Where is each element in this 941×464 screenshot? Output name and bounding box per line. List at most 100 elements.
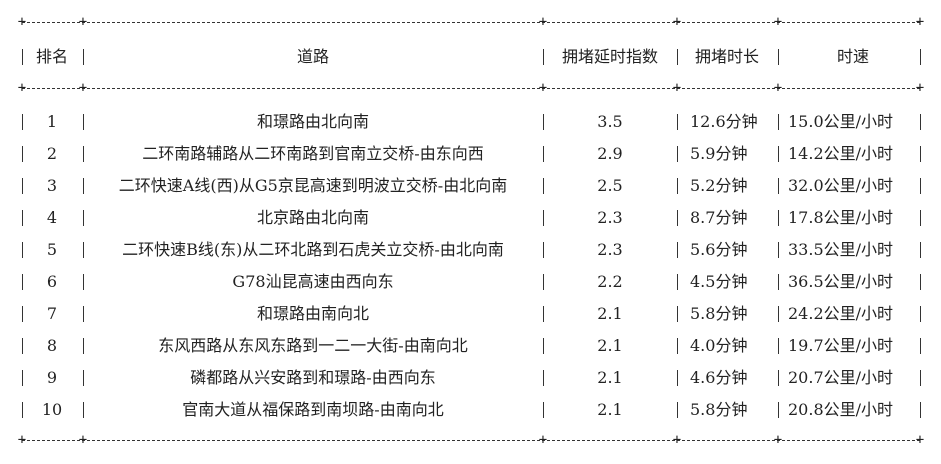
table-border-corner: + xyxy=(915,432,925,448)
cell-index: 3.5 xyxy=(597,112,623,131)
column-separator xyxy=(677,49,678,65)
column-separator xyxy=(22,49,23,65)
column-separator xyxy=(778,242,779,258)
cell-rank: 7 xyxy=(46,304,58,323)
column-separator xyxy=(22,210,23,226)
column-separator xyxy=(83,338,84,354)
cell-duration: 5.9分钟 xyxy=(690,144,748,163)
column-separator xyxy=(677,146,678,162)
column-separator xyxy=(83,274,84,290)
cell-duration: 5.6分钟 xyxy=(690,240,748,259)
table-border-corner: + xyxy=(78,14,88,30)
cell-duration: 4.5分钟 xyxy=(690,272,748,291)
cell-speed: 36.5公里/小时 xyxy=(788,272,894,291)
cell-duration: 12.6分钟 xyxy=(690,112,758,131)
cell-duration: 5.8分钟 xyxy=(690,400,748,419)
column-separator xyxy=(83,49,84,65)
cell-rank: 1 xyxy=(46,112,58,131)
table-border-corner: + xyxy=(672,80,682,96)
cell-speed: 32.0公里/小时 xyxy=(788,176,894,195)
column-separator xyxy=(920,49,921,65)
column-separator xyxy=(22,306,23,322)
cell-speed: 17.8公里/小时 xyxy=(788,208,894,227)
cell-road: 二环快速B线(东)从二环北路到石虎关立交桥-由北向南 xyxy=(122,240,504,259)
header-duration: 拥堵时长 xyxy=(694,47,760,66)
cell-speed: 33.5公里/小时 xyxy=(788,240,894,259)
column-separator xyxy=(22,146,23,162)
table-border-line xyxy=(22,22,920,23)
cell-index: 2.1 xyxy=(597,336,623,355)
column-separator xyxy=(677,242,678,258)
cell-duration: 5.8分钟 xyxy=(690,304,748,323)
column-separator xyxy=(778,274,779,290)
column-separator xyxy=(920,146,921,162)
table-border-corner: + xyxy=(773,432,783,448)
column-separator xyxy=(920,274,921,290)
header-road: 道路 xyxy=(296,47,330,66)
cell-index: 2.1 xyxy=(597,304,623,323)
column-separator xyxy=(778,370,779,386)
column-separator xyxy=(920,306,921,322)
table-border-corner: + xyxy=(915,14,925,30)
column-separator xyxy=(543,146,544,162)
table-border-corner: + xyxy=(538,14,548,30)
table-border-corner: + xyxy=(17,14,27,30)
cell-rank: 3 xyxy=(46,176,58,195)
column-separator xyxy=(677,306,678,322)
cell-road: 磷都路从兴安路到和璟路-由西向东 xyxy=(190,368,436,387)
cell-speed: 14.2公里/小时 xyxy=(788,144,894,163)
cell-index: 2.1 xyxy=(597,368,623,387)
cell-duration: 5.2分钟 xyxy=(690,176,748,195)
column-separator xyxy=(920,114,921,130)
column-separator xyxy=(677,210,678,226)
cell-rank: 6 xyxy=(46,272,58,291)
column-separator xyxy=(920,402,921,418)
column-separator xyxy=(677,402,678,418)
cell-index: 2.3 xyxy=(597,240,623,259)
column-separator xyxy=(543,338,544,354)
cell-index: 2.5 xyxy=(597,176,623,195)
column-separator xyxy=(778,210,779,226)
column-separator xyxy=(543,306,544,322)
column-separator xyxy=(83,178,84,194)
column-separator xyxy=(543,370,544,386)
column-separator xyxy=(677,178,678,194)
column-separator xyxy=(543,210,544,226)
cell-index: 2.9 xyxy=(597,144,623,163)
cell-road: G78汕昆高速由西向东 xyxy=(232,272,394,291)
cell-road: 东风西路从东风东路到一二一大街-由南向北 xyxy=(158,336,468,355)
cell-rank: 4 xyxy=(46,208,58,227)
table-border-corner: + xyxy=(17,432,27,448)
column-separator xyxy=(778,402,779,418)
table-border-corner: + xyxy=(17,80,27,96)
table-border-corner: + xyxy=(78,80,88,96)
column-separator xyxy=(677,274,678,290)
column-separator xyxy=(543,178,544,194)
column-separator xyxy=(83,402,84,418)
cell-rank: 2 xyxy=(46,144,58,163)
table-border-corner: + xyxy=(672,14,682,30)
column-separator xyxy=(22,114,23,130)
column-separator xyxy=(22,338,23,354)
cell-road: 和璟路由北向南 xyxy=(256,112,370,131)
column-separator xyxy=(22,274,23,290)
column-separator xyxy=(83,242,84,258)
cell-duration: 8.7分钟 xyxy=(690,208,748,227)
column-separator xyxy=(920,178,921,194)
header-rank: 排名 xyxy=(35,47,69,66)
column-separator xyxy=(22,242,23,258)
cell-index: 2.1 xyxy=(597,400,623,419)
cell-speed: 20.7公里/小时 xyxy=(788,368,894,387)
cell-duration: 4.6分钟 xyxy=(690,368,748,387)
column-separator xyxy=(778,146,779,162)
cell-rank: 9 xyxy=(46,368,58,387)
column-separator xyxy=(22,370,23,386)
column-separator xyxy=(920,210,921,226)
table-border-line xyxy=(22,88,920,89)
column-separator xyxy=(543,242,544,258)
column-separator xyxy=(83,306,84,322)
header-index: 拥堵延时指数 xyxy=(561,47,659,66)
table-border-corner: + xyxy=(78,432,88,448)
cell-duration: 4.0分钟 xyxy=(690,336,748,355)
column-separator xyxy=(543,114,544,130)
